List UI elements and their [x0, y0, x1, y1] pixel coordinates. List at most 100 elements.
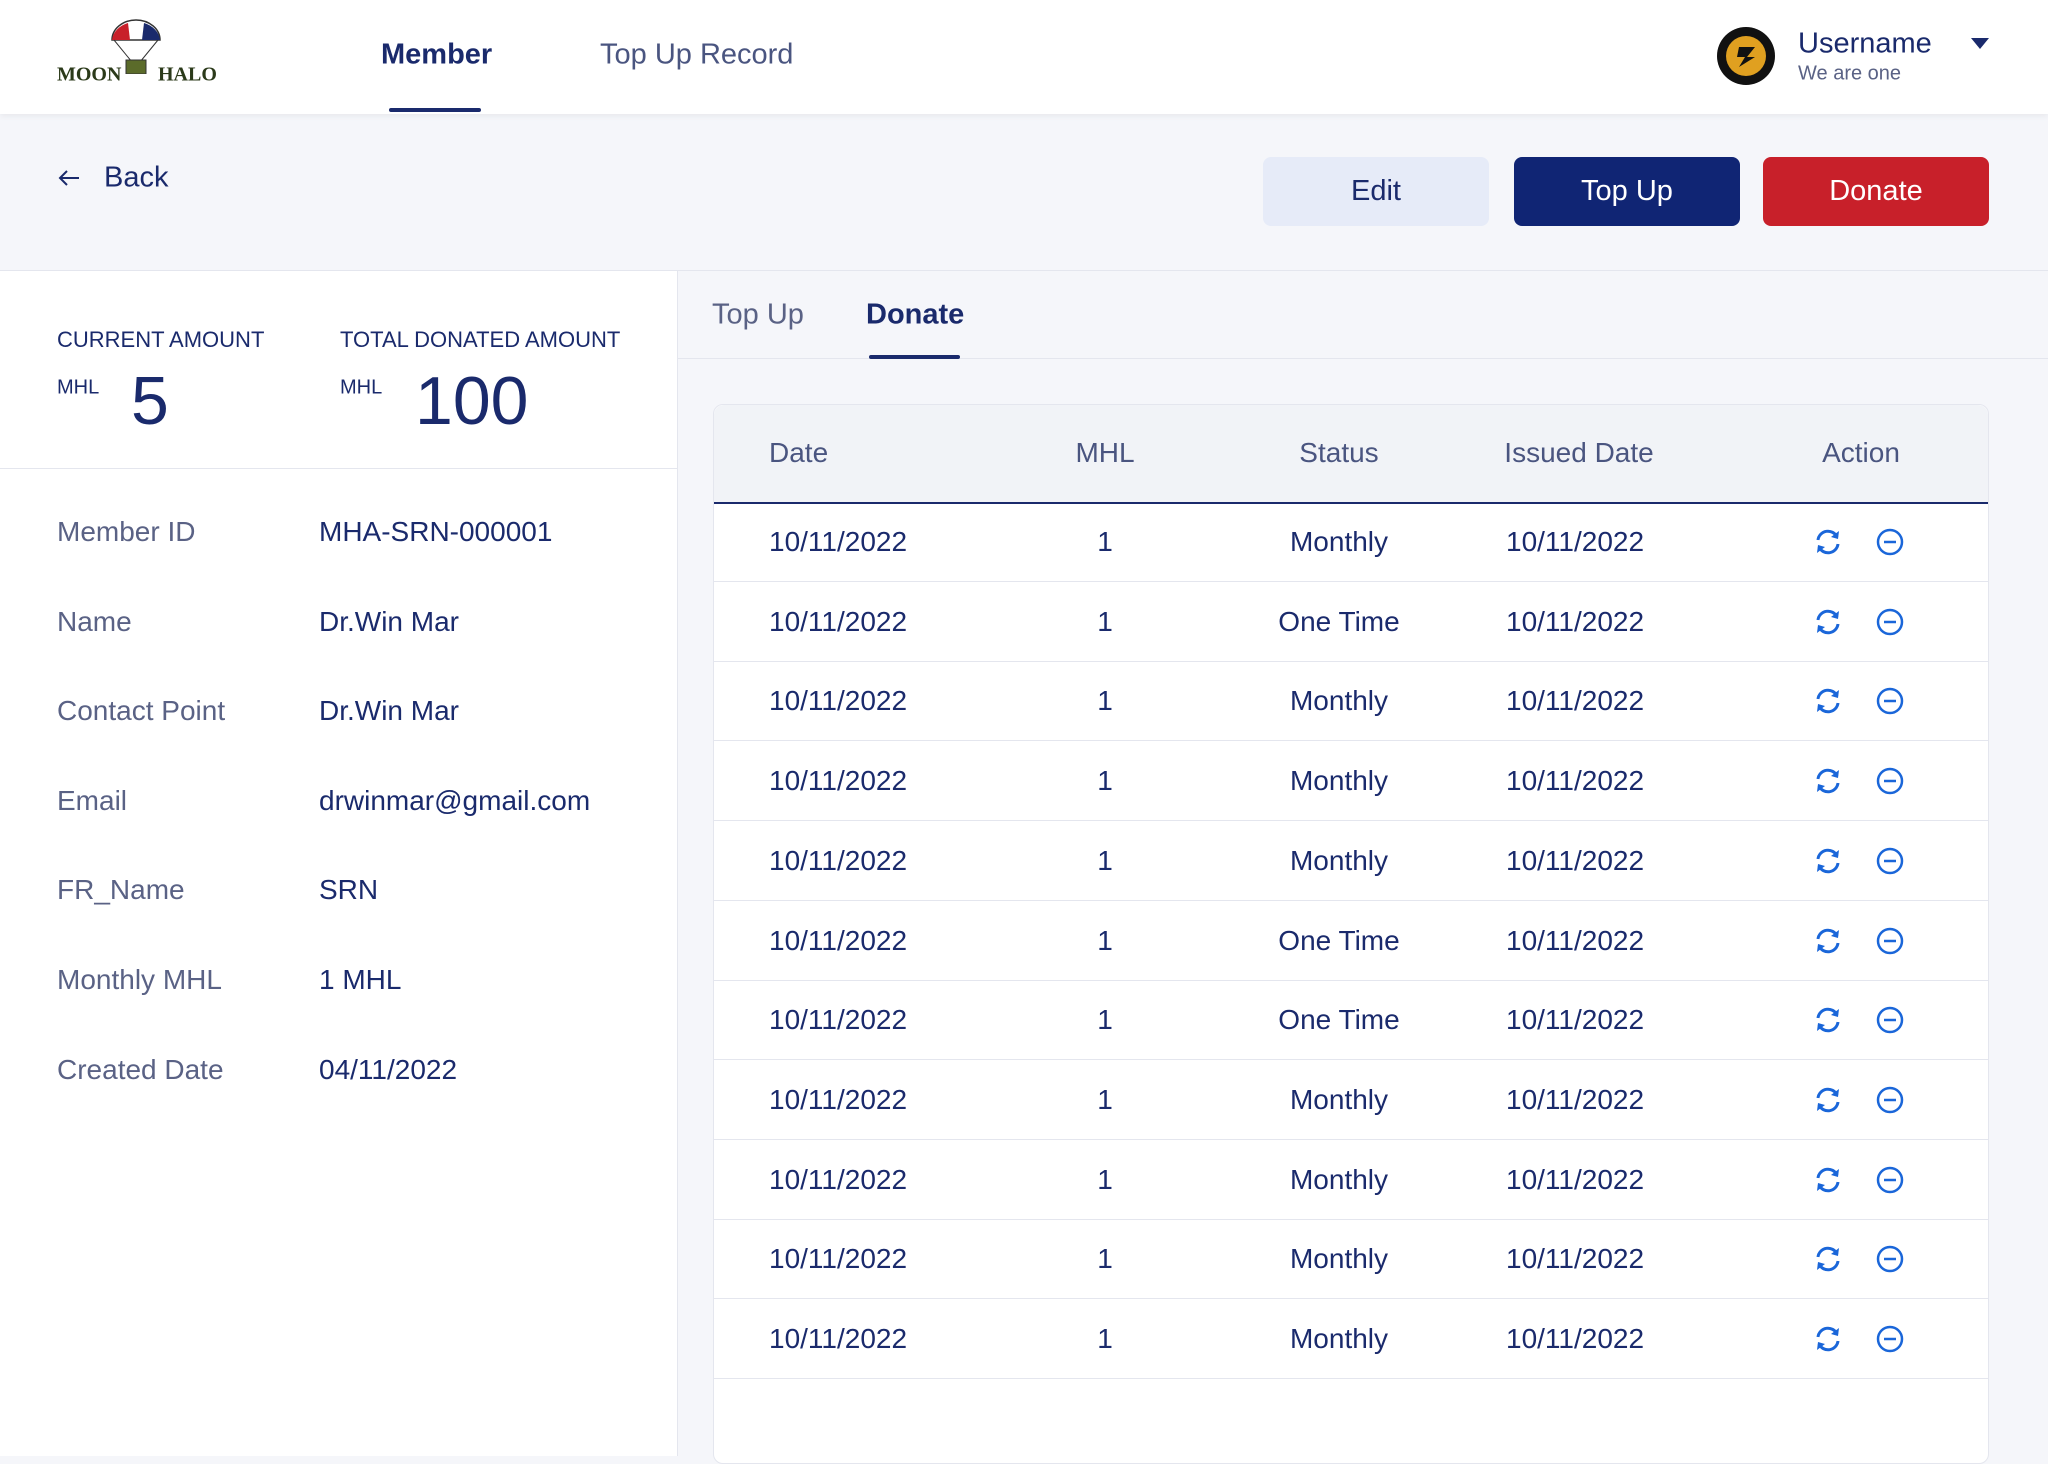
row-divider	[714, 1138, 1988, 1140]
row-divider	[714, 979, 1988, 981]
row-divider	[714, 820, 1988, 822]
logo-text: HALO	[158, 63, 217, 86]
dropdown-arrow[interactable]	[1970, 37, 1990, 56]
cell-mhl: 1	[1097, 1163, 1113, 1195]
cell-status: Monthly	[1289, 844, 1389, 876]
edit-button[interactable]: Edit	[1263, 157, 1489, 226]
remove-icon[interactable]	[1874, 1004, 1906, 1036]
remove-icon[interactable]	[1874, 845, 1906, 877]
refresh-icon[interactable]	[1812, 1084, 1844, 1116]
column-header: MHL	[1075, 437, 1135, 468]
refresh-icon[interactable]	[1812, 845, 1844, 877]
refresh-icon[interactable]	[1812, 1323, 1844, 1355]
cell-issued-date: 10/11/2022	[1506, 765, 1645, 797]
nav-item[interactable]: Top Up Record	[600, 38, 794, 71]
summary-label: CURRENT AMOUNT	[57, 327, 265, 352]
detail-label: Email	[57, 784, 128, 816]
cell-issued-date: 10/11/2022	[1506, 844, 1645, 876]
username[interactable]: Username	[1798, 27, 1932, 60]
refresh-icon[interactable]	[1812, 526, 1844, 558]
cell-mhl: 1	[1097, 685, 1113, 717]
refresh-icon[interactable]	[1812, 1004, 1844, 1036]
detail-value: 04/11/2022	[319, 1053, 458, 1085]
refresh-icon[interactable]	[1812, 1164, 1844, 1196]
summary-unit: MHL	[340, 376, 383, 399]
row-divider	[714, 1298, 1988, 1300]
refresh-icon[interactable]	[1812, 1243, 1844, 1275]
logo-icon	[111, 19, 161, 74]
detail-label: FR_Name	[57, 874, 185, 906]
cell-date: 10/11/2022	[769, 1163, 908, 1195]
remove-icon[interactable]	[1874, 606, 1906, 638]
tab[interactable]: Donate	[866, 298, 965, 331]
remove-icon[interactable]	[1874, 1323, 1906, 1355]
refresh-icon[interactable]	[1812, 606, 1844, 638]
column-header: Action	[1822, 437, 1900, 468]
row-divider	[714, 1059, 1988, 1061]
refresh-icon[interactable]	[1812, 685, 1844, 717]
cell-date: 10/11/2022	[769, 526, 908, 557]
remove-icon[interactable]	[1874, 765, 1906, 797]
refresh-icon[interactable]	[1812, 765, 1844, 797]
summary-label: TOTAL DONATED AMOUNT	[340, 327, 621, 352]
remove-icon[interactable]	[1874, 1164, 1906, 1196]
cell-mhl: 1	[1097, 765, 1113, 797]
detail-label: Monthly MHL	[57, 964, 222, 995]
divider	[0, 468, 678, 469]
nav-underline	[389, 108, 481, 112]
cell-status: Monthly	[1289, 1243, 1389, 1275]
cell-status: Monthly	[1289, 765, 1389, 797]
detail-label: Created Date	[57, 1053, 224, 1085]
cell-date: 10/11/2022	[769, 1004, 908, 1036]
donate-button[interactable]: Donate	[1763, 157, 1989, 226]
column-header: Status	[1299, 437, 1379, 468]
remove-icon[interactable]	[1874, 685, 1906, 717]
cell-date: 10/11/2022	[769, 1243, 908, 1275]
cell-issued-date: 10/11/2022	[1506, 685, 1645, 717]
remove-icon[interactable]	[1874, 526, 1906, 558]
cell-date: 10/11/2022	[769, 844, 908, 876]
row-divider	[714, 740, 1988, 742]
detail-label: Contact Point	[57, 695, 226, 727]
detail-value: Dr.Win Mar	[319, 605, 459, 637]
top-up-button[interactable]: Top Up	[1514, 157, 1740, 226]
table-card	[713, 404, 1989, 1464]
cell-status: One Time	[1278, 605, 1400, 637]
detail-value: MHA-SRN-000001	[319, 516, 553, 547]
remove-icon[interactable]	[1874, 1243, 1906, 1275]
logo-text: MOON	[57, 63, 122, 86]
back-arrow[interactable]	[57, 168, 81, 193]
cell-mhl: 1	[1097, 526, 1113, 557]
row-divider	[714, 1378, 1988, 1379]
cell-issued-date: 10/11/2022	[1506, 605, 1645, 637]
cell-status: Monthly	[1289, 685, 1389, 717]
column-header: Issued Date	[1504, 437, 1654, 468]
cell-issued-date: 10/11/2022	[1506, 1083, 1645, 1115]
nav-item[interactable]: Member	[381, 38, 493, 71]
cell-issued-date: 10/11/2022	[1506, 1163, 1645, 1195]
remove-icon[interactable]	[1874, 1084, 1906, 1116]
cell-date: 10/11/2022	[769, 1083, 908, 1115]
cell-date: 10/11/2022	[769, 685, 908, 717]
cell-issued-date: 10/11/2022	[1506, 526, 1645, 557]
detail-value: SRN	[319, 874, 379, 906]
detail-label: Member ID	[57, 516, 196, 547]
cell-status: One Time	[1278, 1004, 1400, 1036]
refresh-icon[interactable]	[1812, 925, 1844, 957]
row-divider	[714, 581, 1988, 582]
row-divider	[714, 899, 1988, 901]
cell-status: Monthly	[1289, 1163, 1389, 1195]
avatar[interactable]	[1717, 27, 1775, 85]
detail-value: drwinmar@gmail.com	[319, 784, 591, 816]
cell-mhl: 1	[1097, 844, 1113, 876]
tab[interactable]: Top Up	[712, 298, 804, 331]
remove-icon[interactable]	[1874, 925, 1906, 957]
column-header: Date	[769, 437, 829, 468]
cell-status: Monthly	[1289, 1323, 1389, 1354]
detail-label: Name	[57, 605, 132, 637]
cell-issued-date: 10/11/2022	[1506, 1004, 1645, 1036]
detail-value: Dr.Win Mar	[319, 695, 459, 727]
cell-mhl: 1	[1097, 605, 1113, 637]
cell-date: 10/11/2022	[769, 605, 908, 637]
back-link[interactable]: Back	[104, 161, 169, 194]
